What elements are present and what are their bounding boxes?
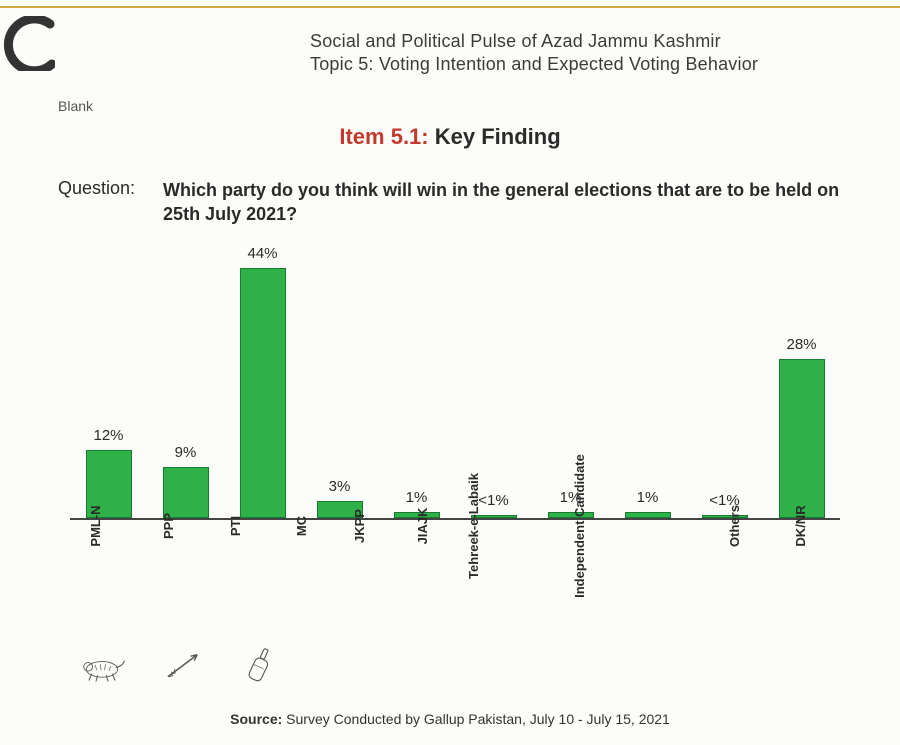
x-label: Others [710,526,775,646]
bar-slot: 44% [224,245,301,518]
item-title: Item 5.1: Key Finding [0,124,900,150]
slide-header: Social and Political Pulse of Azad Jammu… [310,30,860,75]
party-icons-row [76,640,284,690]
bar-chart: 12%9%44%3%1%<1%1%1%<1%28% PML-NPPPPTIMCJ… [70,260,840,560]
source-label: Source: [230,711,282,727]
bars-container: 12%9%44%3%1%<1%1%1%<1%28% [70,260,840,518]
bar [240,268,286,518]
chart-plot-area: 12%9%44%3%1%<1%1%1%<1%28% [70,260,840,520]
x-label: PTI [200,526,265,646]
item-prefix: Item 5.1: [339,124,428,149]
top-divider [0,6,900,8]
source-line: Source: Survey Conducted by Gallup Pakis… [0,711,900,727]
x-label: JIAJK [395,526,460,646]
bar-slot: 28% [763,336,840,518]
source-text: Survey Conducted by Gallup Pakistan, Jul… [286,711,670,727]
cricket-bat-icon [240,640,284,690]
question-label: Question: [58,178,135,227]
bar-value-label: 28% [786,336,816,353]
x-label: Tehreek-e-Labaik [460,526,566,646]
bar [779,359,825,518]
question-row: Question: Which party do you think will … [58,178,850,227]
header-line-1: Social and Political Pulse of Azad Jammu… [310,30,860,53]
gallup-logo [0,16,55,71]
bar-value-label: 12% [93,427,123,444]
bar-slot: 12% [70,427,147,518]
bar-value-label: 3% [329,478,351,495]
header-line-2: Topic 5: Voting Intention and Expected V… [310,53,860,76]
x-label: JKPP [330,526,395,646]
bar-value-label: 9% [175,444,197,461]
bar-value-label: 1% [406,489,428,506]
arrow-icon [162,644,206,686]
x-label: PML-N [70,526,135,646]
blank-label: Blank [58,98,93,114]
question-text: Which party do you think will win in the… [163,178,850,227]
bar-value-label: 44% [247,245,277,262]
x-axis-labels: PML-NPPPPTIMCJKPPJIAJKTehreek-e-LabaikIn… [70,526,840,646]
x-label: Independent Candidate [566,526,710,646]
tiger-icon [76,644,128,686]
item-name: Key Finding [435,124,561,149]
x-label: MC [265,526,330,646]
